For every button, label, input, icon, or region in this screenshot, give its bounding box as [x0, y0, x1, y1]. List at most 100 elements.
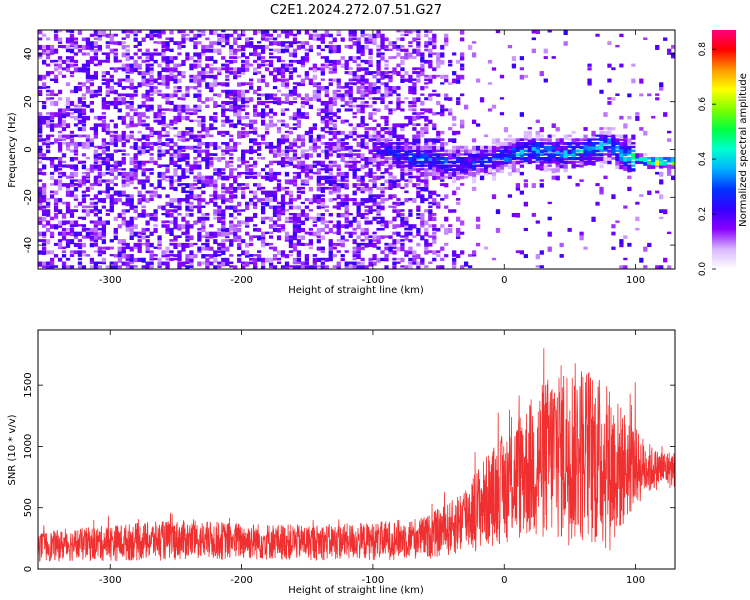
spectrogram-cell: [205, 231, 210, 237]
spectrogram-cell: [252, 254, 258, 257]
snr-x-label: Height of straight line (km): [288, 585, 424, 596]
spectrogram-cell: [249, 97, 254, 102]
spectrogram-cell: [241, 153, 246, 159]
spectrogram-cell: [296, 220, 302, 224]
spectrogram-cell: [384, 186, 389, 190]
spectrogram-cell: [145, 82, 150, 88]
spectrogram-cell: [252, 235, 258, 238]
spectrogram-cell: [316, 246, 321, 251]
spectrogram-cell: [225, 160, 230, 165]
spectrogram-cell: [125, 183, 130, 187]
spectrogram-cell: [245, 63, 250, 68]
spectrogram-cell: [181, 153, 186, 157]
spectrogram-cell: [344, 44, 349, 49]
spectrogram-cell: [563, 142, 568, 145]
spectrogram-cell: [607, 100, 612, 105]
spectrogram-cell: [193, 156, 198, 160]
spectrogram-cell: [296, 44, 302, 50]
spectrogram-cell: [221, 37, 226, 43]
spectrogram-cell: [344, 198, 349, 202]
spectrogram-cell: [181, 104, 186, 109]
spectrogram-cell: [161, 82, 166, 86]
spectrogram-cell: [535, 130, 540, 136]
spectrogram-cell: [416, 67, 421, 70]
spectrogram-cell: [324, 59, 329, 63]
spectrogram-cell: [404, 123, 409, 127]
spectrogram-cell: [663, 209, 668, 215]
spectrogram-cell: [101, 52, 106, 55]
spectrogram-cell: [388, 153, 393, 156]
spectrogram-cell: [145, 56, 150, 60]
spectrogram-cell: [420, 194, 425, 199]
spectrogram-cell: [308, 175, 314, 180]
spectrogram-cell: [380, 138, 385, 142]
spectrogram-cell: [141, 235, 146, 240]
spectrogram-cell: [169, 209, 174, 213]
spectrogram-cell: [41, 44, 47, 49]
spectrogram-cell: [639, 194, 644, 197]
spectrogram-cell: [109, 186, 114, 191]
spectrogram-cell: [268, 59, 274, 65]
spectrogram-cell: [300, 183, 306, 186]
spectrogram-cell: [479, 149, 485, 155]
spectrogram-cell: [623, 134, 628, 139]
spectrogram-cell: [149, 160, 154, 164]
spectrogram-cell: [49, 127, 55, 132]
spectrogram-cell: [113, 52, 118, 56]
spectrogram-cell: [125, 44, 130, 48]
spectrogram-cell: [280, 209, 286, 214]
spectrogram-cell: [57, 37, 63, 43]
spectrogram-cell: [336, 201, 341, 206]
spectrogram-cell: [611, 127, 616, 131]
spectrogram-cell: [233, 89, 238, 95]
spectrogram-cell: [300, 149, 306, 155]
spectrogram-cell: [452, 52, 457, 56]
spectrogram-cell: [432, 44, 437, 50]
spectrogram-cell: [316, 194, 321, 200]
spectrogram-cell: [579, 164, 584, 168]
spectrogram-cell: [169, 74, 174, 79]
spectrogram-cell: [197, 71, 202, 76]
spectrogram-cell: [113, 254, 118, 258]
spectrogram-cell: [460, 56, 465, 61]
spectrogram-cell: [181, 224, 186, 230]
spectrogram-cell: [117, 190, 122, 196]
spectrogram-cell: [165, 86, 170, 89]
spectrogram-cell: [432, 216, 437, 222]
spectrogram-cell: [308, 209, 314, 212]
spectrogram-cell: [53, 112, 59, 118]
spectrogram-cell: [332, 149, 337, 153]
spectrogram-cell: [639, 257, 644, 263]
spectrogram-cell: [49, 160, 55, 166]
spectrogram-cell: [352, 71, 357, 77]
spectrogram-cell: [45, 123, 51, 128]
spectrogram-cell: [260, 74, 266, 78]
x-tick-label: -100: [362, 275, 385, 286]
spectrogram-cell: [197, 227, 202, 231]
spectrogram-cell: [471, 186, 477, 191]
spectrogram-cell: [260, 205, 266, 210]
spectrogram-cell: [452, 115, 457, 121]
spectrogram-cell: [201, 142, 206, 146]
spectrogram-cell: [623, 164, 628, 170]
spectrogram-cell: [233, 30, 238, 34]
spectrogram-cell: [559, 242, 564, 248]
spectrogram-cell: [292, 198, 298, 202]
spectrogram-cell: [177, 112, 182, 117]
spectrogram-cell: [149, 142, 154, 145]
spectrogram-cell: [57, 138, 63, 141]
spectrogram-cell: [288, 254, 294, 257]
spectrogram-cell: [237, 67, 242, 72]
spectrogram-cell: [137, 190, 142, 195]
spectrogram-cell: [69, 48, 75, 54]
spectrogram-cell: [483, 168, 489, 174]
spectrogram-cell: [643, 160, 648, 166]
spectrogram-cell: [241, 156, 246, 161]
spectrogram-cell: [432, 37, 437, 43]
spectrogram-cell: [252, 71, 258, 76]
spectrogram-cell: [416, 190, 421, 195]
spectrogram-cell: [69, 41, 75, 47]
spectrogram-cell: [591, 145, 596, 150]
spectrogram-cell: [388, 134, 393, 140]
spectrogram-cell: [221, 56, 226, 60]
